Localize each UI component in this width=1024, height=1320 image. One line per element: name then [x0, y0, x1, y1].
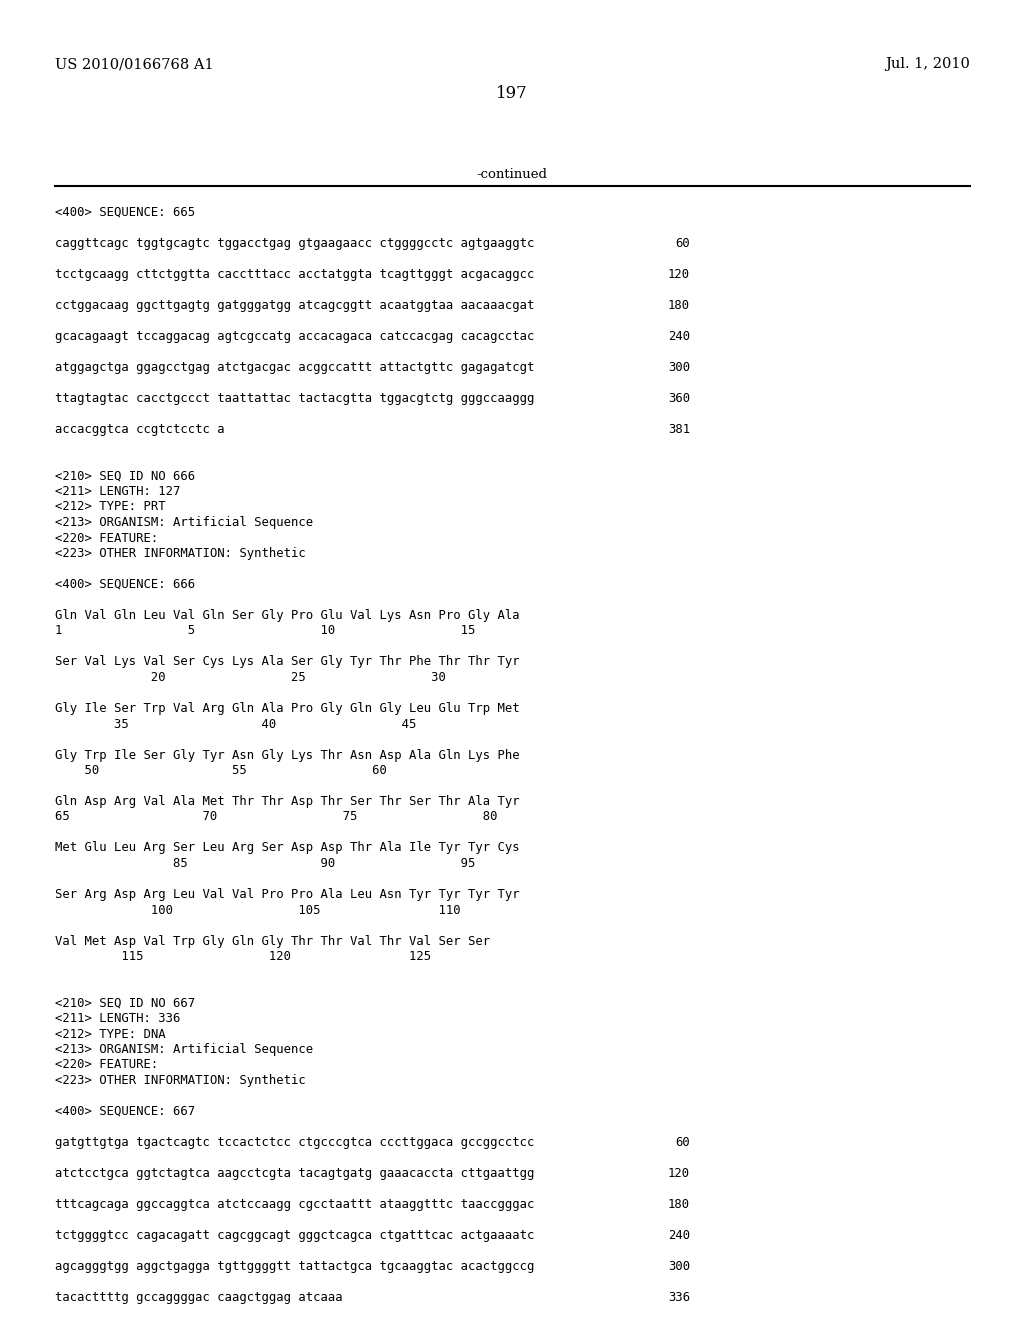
Text: 300: 300 — [668, 1261, 690, 1272]
Text: 35                  40                 45: 35 40 45 — [55, 718, 417, 730]
Text: 120: 120 — [668, 1167, 690, 1180]
Text: Met Glu Leu Arg Ser Leu Arg Ser Asp Asp Thr Ala Ile Tyr Tyr Cys: Met Glu Leu Arg Ser Leu Arg Ser Asp Asp … — [55, 842, 519, 854]
Text: 120: 120 — [668, 268, 690, 281]
Text: -continued: -continued — [476, 168, 548, 181]
Text: accacggtca ccgtctcctc a: accacggtca ccgtctcctc a — [55, 422, 224, 436]
Text: 360: 360 — [668, 392, 690, 405]
Text: Gly Trp Ile Ser Gly Tyr Asn Gly Lys Thr Asn Asp Ala Gln Lys Phe: Gly Trp Ile Ser Gly Tyr Asn Gly Lys Thr … — [55, 748, 519, 762]
Text: 300: 300 — [668, 360, 690, 374]
Text: cctggacaag ggcttgagtg gatgggatgg atcagcggtt acaatggtaa aacaaacgat: cctggacaag ggcttgagtg gatgggatgg atcagcg… — [55, 300, 535, 312]
Text: 65                  70                 75                 80: 65 70 75 80 — [55, 810, 498, 824]
Text: 180: 180 — [668, 1199, 690, 1210]
Text: 336: 336 — [668, 1291, 690, 1304]
Text: Gln Asp Arg Val Ala Met Thr Thr Asp Thr Ser Thr Ser Thr Ala Tyr: Gln Asp Arg Val Ala Met Thr Thr Asp Thr … — [55, 795, 519, 808]
Text: <210> SEQ ID NO 666: <210> SEQ ID NO 666 — [55, 470, 196, 483]
Text: 60: 60 — [675, 1137, 690, 1148]
Text: <213> ORGANISM: Artificial Sequence: <213> ORGANISM: Artificial Sequence — [55, 516, 313, 529]
Text: <212> TYPE: PRT: <212> TYPE: PRT — [55, 500, 166, 513]
Text: gcacagaagt tccaggacag agtcgccatg accacagaca catccacgag cacagcctac: gcacagaagt tccaggacag agtcgccatg accacag… — [55, 330, 535, 343]
Text: <213> ORGANISM: Artificial Sequence: <213> ORGANISM: Artificial Sequence — [55, 1043, 313, 1056]
Text: 60: 60 — [675, 238, 690, 249]
Text: <211> LENGTH: 127: <211> LENGTH: 127 — [55, 484, 180, 498]
Text: Ser Arg Asp Arg Leu Val Val Pro Pro Ala Leu Asn Tyr Tyr Tyr Tyr: Ser Arg Asp Arg Leu Val Val Pro Pro Ala … — [55, 888, 519, 902]
Text: Gln Val Gln Leu Val Gln Ser Gly Pro Glu Val Lys Asn Pro Gly Ala: Gln Val Gln Leu Val Gln Ser Gly Pro Glu … — [55, 609, 519, 622]
Text: 180: 180 — [668, 300, 690, 312]
Text: 115                 120                125: 115 120 125 — [55, 950, 431, 964]
Text: <210> SEQ ID NO 667: <210> SEQ ID NO 667 — [55, 997, 196, 1010]
Text: <400> SEQUENCE: 666: <400> SEQUENCE: 666 — [55, 578, 196, 591]
Text: <220> FEATURE:: <220> FEATURE: — [55, 532, 159, 544]
Text: <223> OTHER INFORMATION: Synthetic: <223> OTHER INFORMATION: Synthetic — [55, 1074, 306, 1086]
Text: <400> SEQUENCE: 665: <400> SEQUENCE: 665 — [55, 206, 196, 219]
Text: 197: 197 — [496, 84, 528, 102]
Text: 1                 5                 10                 15: 1 5 10 15 — [55, 624, 475, 638]
Text: 240: 240 — [668, 1229, 690, 1242]
Text: 240: 240 — [668, 330, 690, 343]
Text: 20                 25                 30: 20 25 30 — [55, 671, 445, 684]
Text: ttagtagtac cacctgccct taattattac tactacgtta tggacgtctg gggccaaggg: ttagtagtac cacctgccct taattattac tactacg… — [55, 392, 535, 405]
Text: tacacttttg gccaggggac caagctggag atcaaa: tacacttttg gccaggggac caagctggag atcaaa — [55, 1291, 343, 1304]
Text: tcctgcaagg cttctggtta cacctttacc acctatggta tcagttgggt acgacaggcc: tcctgcaagg cttctggtta cacctttacc acctatg… — [55, 268, 535, 281]
Text: 100                 105                110: 100 105 110 — [55, 903, 461, 916]
Text: atctcctgca ggtctagtca aagcctcgta tacagtgatg gaaacaccta cttgaattgg: atctcctgca ggtctagtca aagcctcgta tacagtg… — [55, 1167, 535, 1180]
Text: Gly Ile Ser Trp Val Arg Gln Ala Pro Gly Gln Gly Leu Glu Trp Met: Gly Ile Ser Trp Val Arg Gln Ala Pro Gly … — [55, 702, 519, 715]
Text: tctggggtcc cagacagatt cagcggcagt gggctcagca ctgatttcac actgaaaatc: tctggggtcc cagacagatt cagcggcagt gggctca… — [55, 1229, 535, 1242]
Text: gatgttgtga tgactcagtc tccactctcc ctgcccgtca cccttggaca gccggcctcc: gatgttgtga tgactcagtc tccactctcc ctgcccg… — [55, 1137, 535, 1148]
Text: caggttcagc tggtgcagtc tggacctgag gtgaagaacc ctggggcctc agtgaaggtc: caggttcagc tggtgcagtc tggacctgag gtgaaga… — [55, 238, 535, 249]
Text: Jul. 1, 2010: Jul. 1, 2010 — [885, 57, 970, 71]
Text: 50                  55                 60: 50 55 60 — [55, 764, 387, 777]
Text: Ser Val Lys Val Ser Cys Lys Ala Ser Gly Tyr Thr Phe Thr Thr Tyr: Ser Val Lys Val Ser Cys Lys Ala Ser Gly … — [55, 656, 519, 668]
Text: agcagggtgg aggctgagga tgttggggtt tattactgca tgcaaggtac acactggccg: agcagggtgg aggctgagga tgttggggtt tattact… — [55, 1261, 535, 1272]
Text: tttcagcaga ggccaggtca atctccaagg cgcctaattt ataaggtttc taaccgggac: tttcagcaga ggccaggtca atctccaagg cgcctaa… — [55, 1199, 535, 1210]
Text: <223> OTHER INFORMATION: Synthetic: <223> OTHER INFORMATION: Synthetic — [55, 546, 306, 560]
Text: atggagctga ggagcctgag atctgacgac acggccattt attactgttc gagagatcgt: atggagctga ggagcctgag atctgacgac acggcca… — [55, 360, 535, 374]
Text: <400> SEQUENCE: 667: <400> SEQUENCE: 667 — [55, 1105, 196, 1118]
Text: Val Met Asp Val Trp Gly Gln Gly Thr Thr Val Thr Val Ser Ser: Val Met Asp Val Trp Gly Gln Gly Thr Thr … — [55, 935, 490, 948]
Text: 85                  90                 95: 85 90 95 — [55, 857, 475, 870]
Text: <211> LENGTH: 336: <211> LENGTH: 336 — [55, 1012, 180, 1026]
Text: <212> TYPE: DNA: <212> TYPE: DNA — [55, 1027, 166, 1040]
Text: US 2010/0166768 A1: US 2010/0166768 A1 — [55, 57, 214, 71]
Text: <220> FEATURE:: <220> FEATURE: — [55, 1059, 159, 1072]
Text: 381: 381 — [668, 422, 690, 436]
